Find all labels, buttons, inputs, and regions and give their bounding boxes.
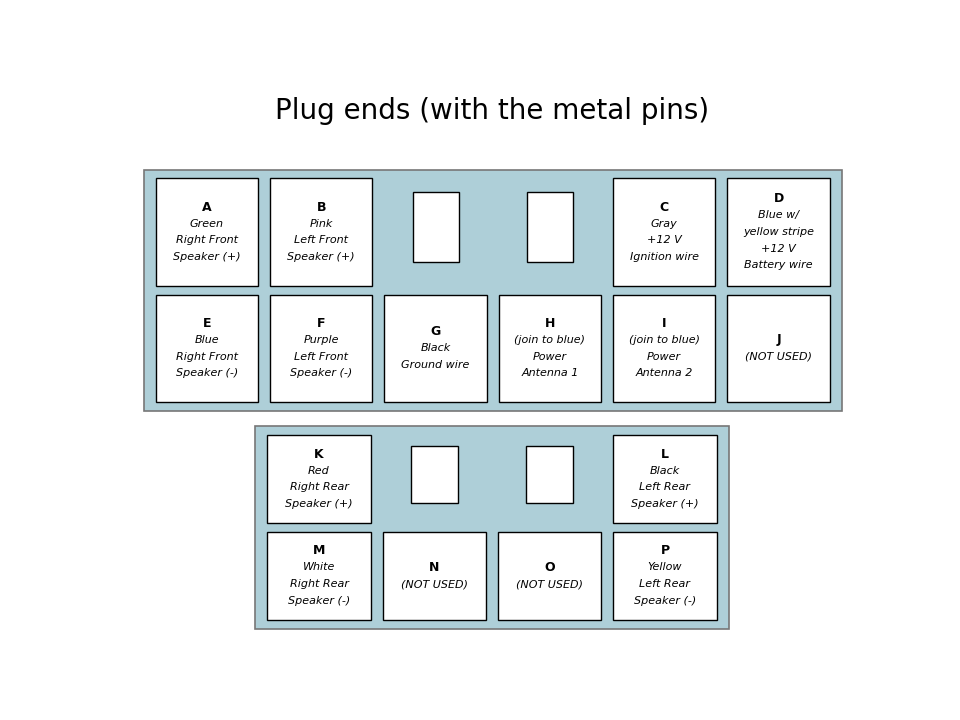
Text: B: B	[317, 201, 326, 214]
Text: (NOT USED): (NOT USED)	[745, 351, 812, 361]
Text: D: D	[774, 192, 783, 205]
Text: Speaker (-): Speaker (-)	[634, 595, 696, 606]
Text: I: I	[662, 317, 666, 330]
Text: White: White	[302, 562, 335, 572]
Text: Speaker (-): Speaker (-)	[288, 595, 350, 606]
FancyBboxPatch shape	[270, 179, 372, 286]
FancyBboxPatch shape	[384, 294, 487, 402]
Text: Yellow: Yellow	[648, 562, 683, 572]
Text: Left Rear: Left Rear	[639, 482, 690, 492]
Text: Black: Black	[420, 343, 450, 354]
FancyBboxPatch shape	[144, 169, 842, 410]
Text: L: L	[661, 448, 669, 461]
Text: Speaker (-): Speaker (-)	[176, 368, 238, 378]
Text: Green: Green	[190, 219, 224, 229]
Text: Purple: Purple	[303, 335, 339, 345]
Text: P: P	[660, 544, 669, 557]
FancyBboxPatch shape	[613, 179, 715, 286]
FancyBboxPatch shape	[267, 435, 371, 523]
FancyBboxPatch shape	[498, 294, 601, 402]
Text: (NOT USED): (NOT USED)	[401, 579, 468, 589]
FancyBboxPatch shape	[411, 446, 458, 503]
Text: Black: Black	[650, 466, 680, 476]
FancyBboxPatch shape	[498, 532, 601, 620]
Text: Left Front: Left Front	[295, 235, 348, 246]
Text: Power: Power	[533, 351, 567, 361]
Text: Right Front: Right Front	[176, 235, 238, 246]
FancyBboxPatch shape	[613, 294, 715, 402]
Text: Antenna 2: Antenna 2	[636, 368, 693, 378]
Text: Pink: Pink	[309, 219, 333, 229]
Text: Red: Red	[308, 466, 330, 476]
Text: F: F	[317, 317, 325, 330]
Text: +12 V: +12 V	[647, 235, 682, 246]
Text: H: H	[544, 317, 555, 330]
Text: Gray: Gray	[651, 219, 678, 229]
FancyBboxPatch shape	[383, 532, 486, 620]
Text: Ground wire: Ground wire	[401, 360, 469, 370]
Text: yellow stripe: yellow stripe	[743, 227, 814, 237]
FancyBboxPatch shape	[267, 532, 371, 620]
FancyBboxPatch shape	[270, 294, 372, 402]
Text: Power: Power	[647, 351, 682, 361]
Text: (join to blue): (join to blue)	[515, 335, 586, 345]
Text: Speaker (+): Speaker (+)	[173, 252, 241, 262]
Text: E: E	[203, 317, 211, 330]
FancyBboxPatch shape	[156, 179, 258, 286]
FancyBboxPatch shape	[613, 532, 717, 620]
Text: Ignition wire: Ignition wire	[630, 252, 699, 262]
Text: O: O	[544, 561, 555, 574]
Text: Speaker (+): Speaker (+)	[287, 252, 355, 262]
Text: G: G	[430, 325, 441, 338]
FancyBboxPatch shape	[613, 435, 717, 523]
Text: Speaker (+): Speaker (+)	[631, 499, 699, 509]
Text: Right Rear: Right Rear	[290, 482, 348, 492]
Text: Left Rear: Left Rear	[639, 579, 690, 589]
Text: N: N	[429, 561, 440, 574]
Text: C: C	[660, 201, 669, 214]
Text: Battery wire: Battery wire	[744, 261, 813, 270]
Text: Right Front: Right Front	[176, 351, 238, 361]
Text: (join to blue): (join to blue)	[629, 335, 700, 345]
Text: (NOT USED): (NOT USED)	[516, 579, 583, 589]
Text: M: M	[313, 544, 325, 557]
Text: +12 V: +12 V	[761, 243, 796, 253]
Text: Speaker (-): Speaker (-)	[290, 368, 352, 378]
Text: Plug ends (with the metal pins): Plug ends (with the metal pins)	[275, 97, 709, 125]
FancyBboxPatch shape	[526, 446, 573, 503]
Text: Antenna 1: Antenna 1	[521, 368, 579, 378]
FancyBboxPatch shape	[728, 294, 829, 402]
Text: J: J	[777, 333, 780, 346]
Text: Left Front: Left Front	[295, 351, 348, 361]
FancyBboxPatch shape	[527, 192, 573, 261]
Text: K: K	[314, 448, 324, 461]
FancyBboxPatch shape	[255, 426, 729, 629]
Text: Blue: Blue	[195, 335, 219, 345]
Text: A: A	[203, 201, 212, 214]
FancyBboxPatch shape	[156, 294, 258, 402]
Text: Blue w/: Blue w/	[758, 210, 799, 220]
FancyBboxPatch shape	[728, 179, 829, 286]
Text: Right Rear: Right Rear	[290, 579, 348, 589]
FancyBboxPatch shape	[413, 192, 459, 261]
Text: Speaker (+): Speaker (+)	[285, 499, 353, 509]
